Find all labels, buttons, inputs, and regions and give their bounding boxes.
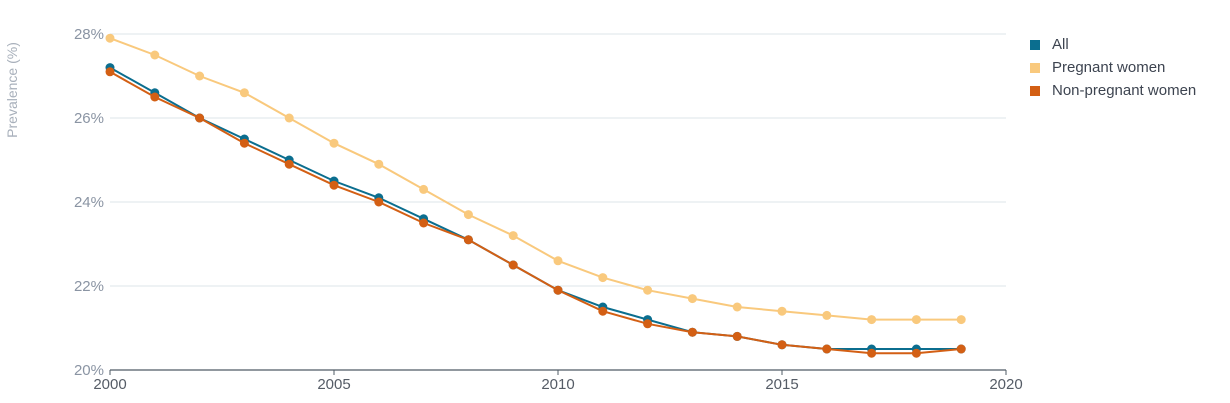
data-point-pregnant-women[interactable] bbox=[105, 33, 115, 43]
x-tick-label: 2010 bbox=[541, 376, 574, 393]
legend-label-pregnant-women: Pregnant women bbox=[1052, 59, 1166, 76]
legend-swatch-pregnant-women bbox=[1030, 62, 1040, 73]
data-point-pregnant-women[interactable] bbox=[374, 159, 384, 169]
y-tick-label: 20% bbox=[74, 362, 104, 379]
data-point-pregnant-women[interactable] bbox=[195, 71, 205, 81]
data-point-non-pregnant-women[interactable] bbox=[284, 159, 294, 169]
y-axis-title: Prevalence (%) bbox=[4, 42, 20, 138]
data-point-non-pregnant-women[interactable] bbox=[463, 235, 473, 245]
data-point-pregnant-women[interactable] bbox=[463, 210, 473, 220]
data-point-pregnant-women[interactable] bbox=[687, 294, 697, 304]
y-tick-label: 24% bbox=[74, 194, 104, 211]
data-point-non-pregnant-women[interactable] bbox=[777, 340, 787, 350]
x-tick-label: 2005 bbox=[317, 376, 350, 393]
legend-item-non-pregnant-women[interactable]: Non-pregnant women bbox=[1030, 79, 1196, 102]
data-point-pregnant-women[interactable] bbox=[239, 88, 249, 98]
data-point-pregnant-women[interactable] bbox=[867, 315, 877, 325]
legend-item-all[interactable]: All bbox=[1030, 33, 1196, 56]
data-point-non-pregnant-women[interactable] bbox=[911, 348, 921, 358]
y-tick-label: 22% bbox=[74, 278, 104, 295]
legend-label-non-pregnant-women: Non-pregnant women bbox=[1052, 82, 1197, 99]
data-point-pregnant-women[interactable] bbox=[553, 256, 563, 266]
data-point-non-pregnant-women[interactable] bbox=[553, 285, 563, 295]
data-point-non-pregnant-women[interactable] bbox=[687, 327, 697, 337]
data-point-non-pregnant-women[interactable] bbox=[508, 260, 518, 270]
data-point-non-pregnant-women[interactable] bbox=[867, 348, 877, 358]
data-point-pregnant-women[interactable] bbox=[419, 184, 429, 194]
data-point-pregnant-women[interactable] bbox=[643, 285, 653, 295]
data-point-pregnant-women[interactable] bbox=[508, 231, 518, 241]
legend-item-pregnant-women[interactable]: Pregnant women bbox=[1030, 56, 1196, 79]
series-line-non-pregnant-women bbox=[109, 70, 962, 355]
data-point-non-pregnant-women[interactable] bbox=[195, 113, 205, 123]
data-point-pregnant-women[interactable] bbox=[150, 50, 160, 60]
legend: All Pregnant women Non-pregnant women bbox=[1030, 33, 1196, 102]
data-point-pregnant-women[interactable] bbox=[598, 273, 608, 283]
y-axis-ticks: 20% 22% 24% 26% 28% bbox=[74, 26, 104, 379]
legend-label-all: All bbox=[1052, 36, 1069, 53]
series-group bbox=[105, 33, 966, 358]
data-point-non-pregnant-women[interactable] bbox=[598, 306, 608, 316]
data-point-non-pregnant-women[interactable] bbox=[822, 344, 832, 354]
x-axis-ticks: 2000 2005 2010 2015 2020 bbox=[93, 370, 1023, 393]
data-point-pregnant-women[interactable] bbox=[329, 138, 339, 148]
series-non-pregnant-women bbox=[105, 67, 966, 358]
data-point-non-pregnant-women[interactable] bbox=[105, 67, 115, 77]
data-point-pregnant-women[interactable] bbox=[777, 306, 787, 316]
y-tick-label: 26% bbox=[74, 110, 104, 127]
legend-swatch-non-pregnant-women bbox=[1030, 85, 1040, 96]
data-point-pregnant-women[interactable] bbox=[732, 302, 742, 312]
data-point-pregnant-women[interactable] bbox=[284, 113, 294, 123]
data-point-non-pregnant-women[interactable] bbox=[643, 319, 653, 329]
data-point-non-pregnant-women[interactable] bbox=[732, 331, 742, 341]
data-point-non-pregnant-women[interactable] bbox=[150, 92, 160, 102]
y-tick-label: 28% bbox=[74, 26, 104, 43]
x-tick-label: 2020 bbox=[989, 376, 1022, 393]
data-point-non-pregnant-women[interactable] bbox=[374, 197, 384, 207]
data-point-pregnant-women[interactable] bbox=[956, 315, 966, 325]
series-pregnant-women bbox=[105, 33, 966, 325]
data-point-non-pregnant-women[interactable] bbox=[419, 218, 429, 228]
data-point-non-pregnant-women[interactable] bbox=[329, 180, 339, 190]
x-tick-label: 2000 bbox=[93, 376, 126, 393]
series-all bbox=[105, 63, 966, 354]
x-tick-label: 2015 bbox=[765, 376, 798, 393]
data-point-non-pregnant-women[interactable] bbox=[239, 138, 249, 148]
series-line-all bbox=[109, 66, 962, 350]
data-point-non-pregnant-women[interactable] bbox=[956, 344, 966, 354]
legend-swatch-all bbox=[1030, 39, 1040, 50]
data-point-pregnant-women[interactable] bbox=[911, 315, 921, 325]
data-point-pregnant-women[interactable] bbox=[822, 310, 832, 320]
series-line-pregnant-women bbox=[109, 37, 962, 321]
